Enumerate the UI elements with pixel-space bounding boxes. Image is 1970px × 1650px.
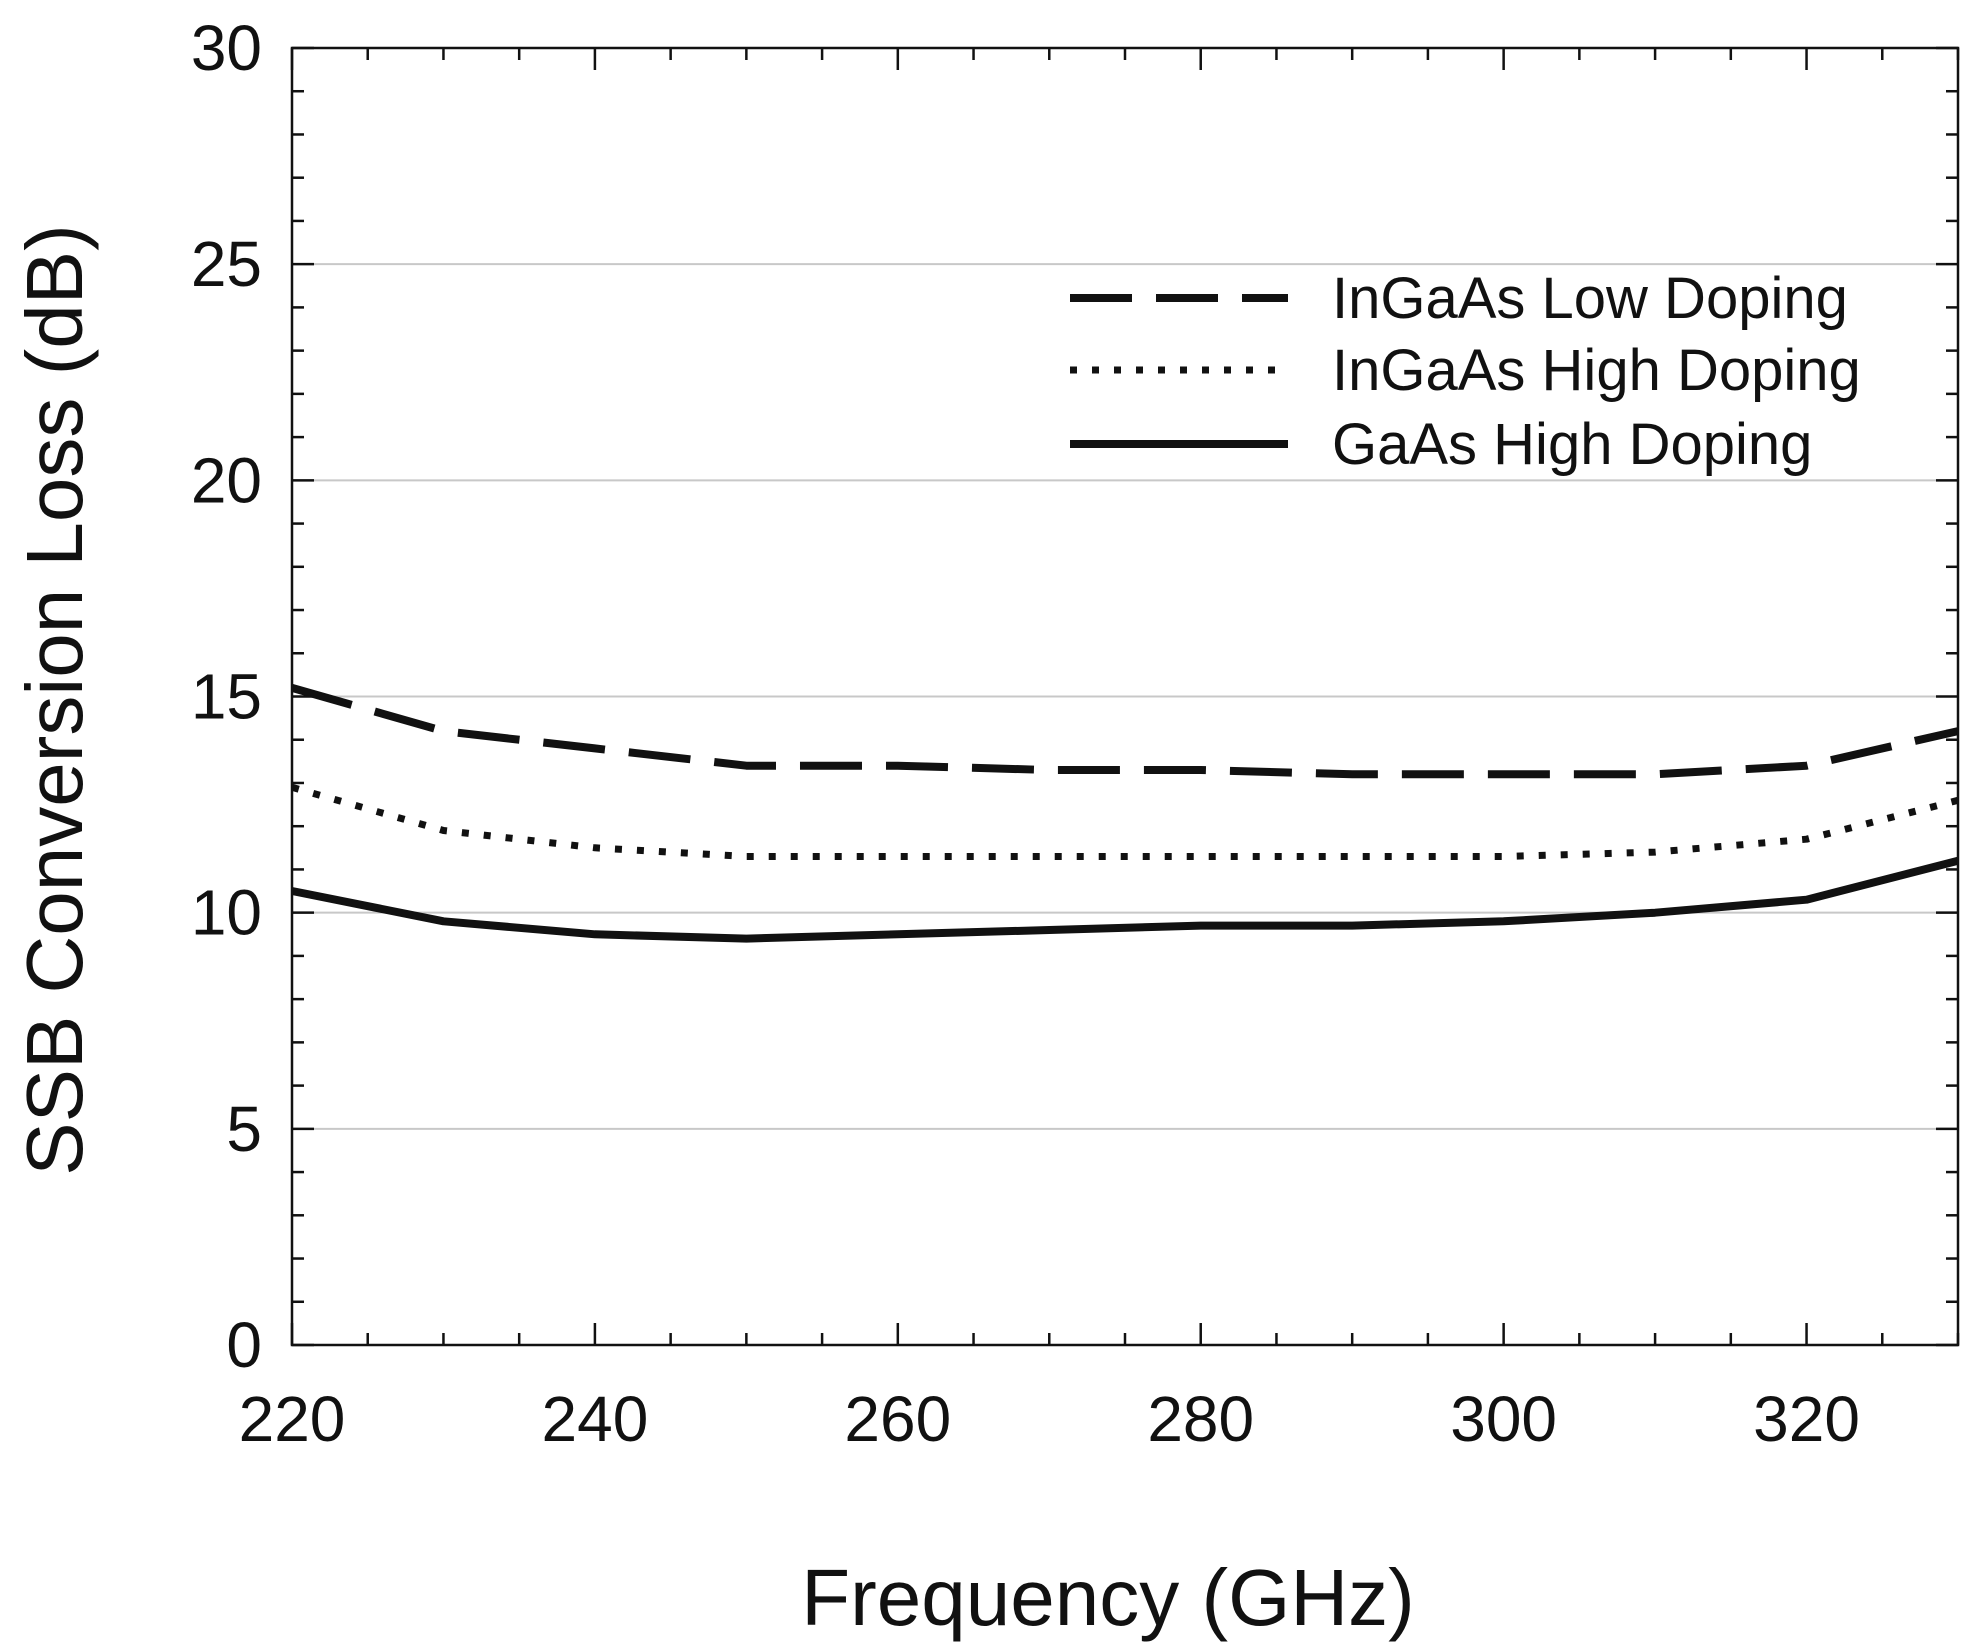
y-tick-label-20: 20 — [191, 444, 262, 516]
legend: InGaAs Low Doping InGaAs High Doping GaAs … — [1070, 266, 1861, 477]
y-tick-label-10: 10 — [191, 877, 262, 949]
legend-label-3: GaAs High Doping — [1332, 412, 1812, 477]
legend-label-1: InGaAs Low Doping — [1332, 266, 1848, 331]
tick-layer: 220 240 260 280 300 320 0 5 10 15 20 25 30 — [191, 12, 1960, 1455]
x-tick-label-220: 220 — [239, 1383, 346, 1455]
x-tick-label-280: 280 — [1147, 1383, 1254, 1455]
x-tick-label-260: 260 — [844, 1383, 951, 1455]
x-tick-label-320: 320 — [1753, 1383, 1860, 1455]
label-layer: Frequency (GHz) SSB Conversion Loss (dB) — [10, 224, 1415, 1642]
series-line-2 — [291, 783, 1959, 860]
y-tick-label-30: 30 — [191, 12, 262, 84]
y-axis-title: SSB Conversion Loss (dB) — [10, 224, 99, 1176]
series-line-3 — [291, 856, 1959, 943]
series-layer — [290, 684, 1959, 943]
legend-label-2: InGaAs High Doping — [1332, 338, 1861, 403]
series-line-1 — [290, 684, 1959, 779]
y-tick-label-0: 0 — [226, 1309, 262, 1381]
x-tick-label-240: 240 — [542, 1383, 649, 1455]
y-tick-label-15: 15 — [191, 661, 262, 733]
y-tick-label-25: 25 — [191, 228, 262, 300]
grid-layer — [292, 263, 1958, 1130]
x-axis-title: Frequency (GHz) — [801, 1553, 1414, 1642]
y-tick-label-5: 5 — [226, 1093, 262, 1165]
x-tick-label-300: 300 — [1450, 1383, 1557, 1455]
